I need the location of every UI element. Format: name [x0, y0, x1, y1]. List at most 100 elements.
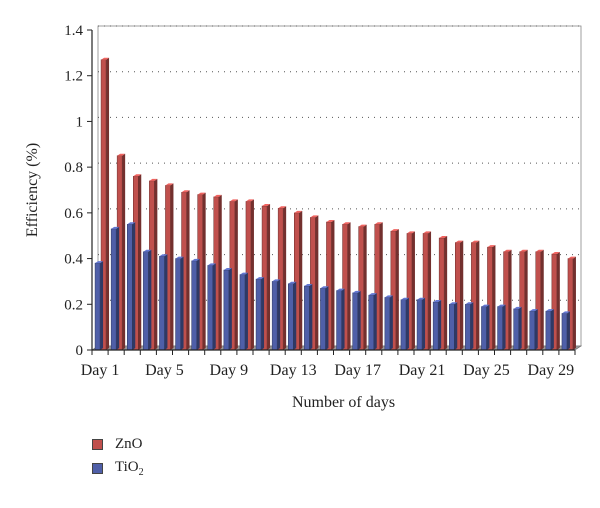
bar-top: [497, 304, 506, 307]
bar-front: [223, 269, 230, 351]
bar-side: [202, 192, 206, 350]
x-tick-label: Day 13: [270, 362, 317, 379]
bar-top: [165, 183, 174, 186]
bar-tio2: [255, 277, 265, 351]
bar-top: [519, 249, 528, 252]
bar-top: [561, 311, 570, 314]
bar-top: [368, 293, 377, 296]
bar-front: [352, 292, 358, 351]
bar-top: [191, 258, 200, 261]
bar-tio2: [320, 286, 329, 351]
bar-side: [486, 304, 490, 350]
bar-top: [207, 263, 216, 266]
bar-top: [278, 206, 287, 209]
bar-top: [471, 240, 480, 243]
bar-side: [357, 290, 361, 350]
bar-tio2: [223, 268, 232, 351]
bar-tio2: [368, 293, 377, 351]
bar-tio2: [561, 311, 570, 351]
y-tick-label: 1: [76, 114, 84, 130]
bar-top: [400, 297, 409, 300]
bar-top: [111, 226, 120, 229]
bar-tio2: [481, 304, 490, 351]
bar-side: [106, 57, 110, 350]
x-tick-label: Day 29: [528, 362, 575, 379]
bar-front: [110, 228, 117, 351]
bar-top: [256, 277, 265, 280]
bar-top: [487, 245, 496, 248]
bar-top: [439, 236, 448, 238]
legend-label-tio2-base: TiO: [115, 459, 139, 475]
legend-swatch-tio2: [92, 463, 103, 474]
bar-front: [497, 306, 503, 351]
bar-top: [390, 229, 399, 232]
bar-side: [180, 256, 184, 350]
bar-top: [513, 306, 522, 309]
bar-top: [272, 279, 281, 282]
bar-top: [455, 240, 464, 243]
x-tick-label: Day 21: [399, 362, 446, 379]
gridlines: [98, 25, 581, 301]
x-tick-label: Day 17: [334, 362, 381, 379]
bar-front: [271, 281, 278, 351]
bar-side: [470, 302, 474, 350]
bar-side: [438, 300, 442, 350]
y-tick-label: 0.6: [64, 206, 83, 222]
bar-top: [326, 220, 335, 222]
bar-front: [159, 256, 165, 351]
bar-side: [422, 297, 426, 350]
bar-side: [492, 245, 496, 350]
bar-top: [213, 194, 222, 197]
bar-front: [255, 278, 262, 351]
bar-top: [535, 249, 544, 252]
legend-label-zno: ZnO: [115, 436, 143, 452]
bar-side: [277, 279, 281, 350]
bar-top: [304, 284, 313, 286]
bar-tio2: [465, 302, 474, 351]
bar-front: [320, 288, 326, 351]
bar-side: [518, 306, 522, 350]
bar-side: [476, 240, 480, 350]
bar-top: [101, 57, 110, 60]
bar-front: [481, 306, 487, 351]
bar-front: [143, 251, 149, 351]
bar-side: [454, 302, 458, 350]
bar-top: [336, 288, 345, 291]
bar-front: [561, 313, 568, 351]
bar-tio2: [127, 222, 136, 351]
x-tick-label: Day 25: [463, 362, 510, 379]
bar-tio2: [352, 290, 361, 351]
bar-side: [299, 210, 303, 350]
bar-tio2: [400, 297, 409, 351]
bar-top: [133, 174, 142, 177]
bar-side: [405, 297, 409, 350]
bar-side: [267, 204, 271, 350]
bar-tio2: [239, 272, 248, 351]
y-tick-label: 0: [76, 343, 84, 359]
bar-top: [245, 199, 254, 202]
bar-front: [416, 299, 423, 351]
bar-side: [379, 222, 383, 350]
bar-side: [411, 231, 415, 350]
bar-side: [154, 178, 158, 350]
y-tick-labels: 0 0.2 0.4 0.6 0.8 1 1.2 1.4: [64, 23, 83, 359]
bar-side: [122, 153, 126, 350]
bar-side: [138, 174, 142, 350]
bar-front: [545, 310, 552, 351]
bar-side: [244, 272, 248, 350]
bar-top: [117, 153, 126, 156]
bar-side: [508, 249, 512, 350]
bar-side: [556, 252, 560, 350]
bar-front: [127, 224, 133, 351]
bar-front: [94, 262, 101, 351]
bar-zno: [471, 240, 480, 351]
bar-front: [513, 308, 519, 351]
bar-front: [288, 283, 294, 351]
legend-swatch-zno: [92, 439, 103, 450]
bar-top: [433, 300, 442, 302]
bar-side: [234, 199, 238, 350]
bar-top: [197, 192, 206, 195]
bar-side: [228, 268, 232, 350]
bar-tio2: [432, 300, 442, 351]
